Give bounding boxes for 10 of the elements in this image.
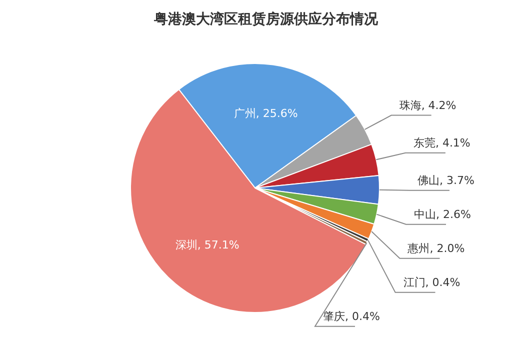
- slice-label: 中山, 2.6%: [414, 208, 471, 222]
- slice-label: 江门, 0.4%: [403, 276, 460, 290]
- slice-label: 深圳, 57.1%: [175, 238, 240, 252]
- slice-label: 惠州, 2.0%: [406, 242, 465, 256]
- slice-label: 珠海, 4.2%: [399, 99, 456, 112]
- slice-label: 肇庆, 0.4%: [323, 310, 380, 324]
- slice-label: 广州, 25.6%: [234, 106, 298, 120]
- slice-label: 佛山, 3.7%: [417, 174, 474, 188]
- slice-label: 东莞, 4.1%: [413, 136, 470, 150]
- chart-title: 粤港澳大湾区租赁房源供应分布情况: [153, 10, 379, 28]
